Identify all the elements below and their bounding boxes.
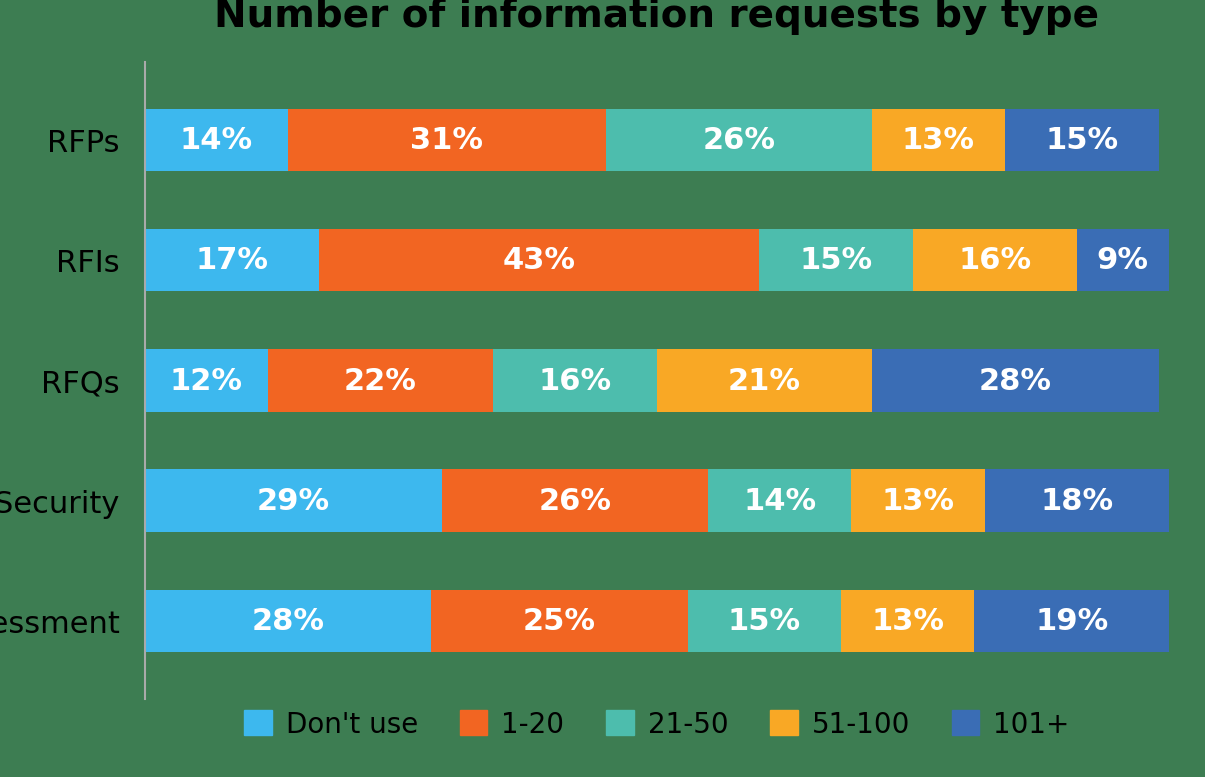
Text: 43%: 43% bbox=[502, 246, 576, 275]
Text: 14%: 14% bbox=[743, 486, 816, 515]
Text: 28%: 28% bbox=[978, 366, 1052, 395]
Text: 13%: 13% bbox=[881, 486, 954, 515]
Title: Number of information requests by type: Number of information requests by type bbox=[214, 0, 1099, 36]
Bar bbox=[493, 350, 657, 412]
Legend: Don't use, 1-20, 21-50, 51-100, 101+: Don't use, 1-20, 21-50, 51-100, 101+ bbox=[233, 699, 1081, 749]
Text: 15%: 15% bbox=[799, 246, 872, 275]
Text: 18%: 18% bbox=[1040, 486, 1113, 515]
Bar bbox=[984, 469, 1169, 532]
Text: 12%: 12% bbox=[170, 366, 242, 395]
Bar bbox=[841, 590, 974, 653]
Bar bbox=[1005, 109, 1158, 172]
Bar bbox=[431, 590, 687, 653]
Bar bbox=[145, 229, 318, 292]
Bar bbox=[912, 229, 1076, 292]
Text: 15%: 15% bbox=[1045, 126, 1118, 155]
Bar bbox=[145, 590, 431, 653]
Bar bbox=[657, 350, 871, 412]
Text: 14%: 14% bbox=[180, 126, 253, 155]
Text: 16%: 16% bbox=[958, 246, 1031, 275]
Bar bbox=[268, 350, 493, 412]
Bar bbox=[707, 469, 851, 532]
Text: 19%: 19% bbox=[1035, 607, 1109, 636]
Text: 31%: 31% bbox=[410, 126, 483, 155]
Bar bbox=[145, 469, 441, 532]
Text: 25%: 25% bbox=[523, 607, 596, 636]
Text: 13%: 13% bbox=[871, 607, 945, 636]
Text: 22%: 22% bbox=[343, 366, 417, 395]
Bar bbox=[871, 350, 1158, 412]
Text: 21%: 21% bbox=[728, 366, 801, 395]
Bar bbox=[1077, 229, 1169, 292]
Text: 28%: 28% bbox=[252, 607, 324, 636]
Text: 26%: 26% bbox=[539, 486, 611, 515]
Bar bbox=[687, 590, 841, 653]
Bar bbox=[145, 109, 288, 172]
Text: 16%: 16% bbox=[539, 366, 611, 395]
Bar bbox=[441, 469, 707, 532]
Text: 13%: 13% bbox=[901, 126, 975, 155]
Bar bbox=[605, 109, 871, 172]
Bar bbox=[871, 109, 1005, 172]
Bar bbox=[759, 229, 913, 292]
Text: 17%: 17% bbox=[195, 246, 269, 275]
Text: 15%: 15% bbox=[728, 607, 801, 636]
Bar bbox=[288, 109, 605, 172]
Text: 29%: 29% bbox=[257, 486, 330, 515]
Bar bbox=[318, 229, 759, 292]
Text: 26%: 26% bbox=[703, 126, 775, 155]
Bar bbox=[145, 350, 268, 412]
Bar bbox=[851, 469, 984, 532]
Text: 9%: 9% bbox=[1097, 246, 1148, 275]
Bar bbox=[974, 590, 1169, 653]
